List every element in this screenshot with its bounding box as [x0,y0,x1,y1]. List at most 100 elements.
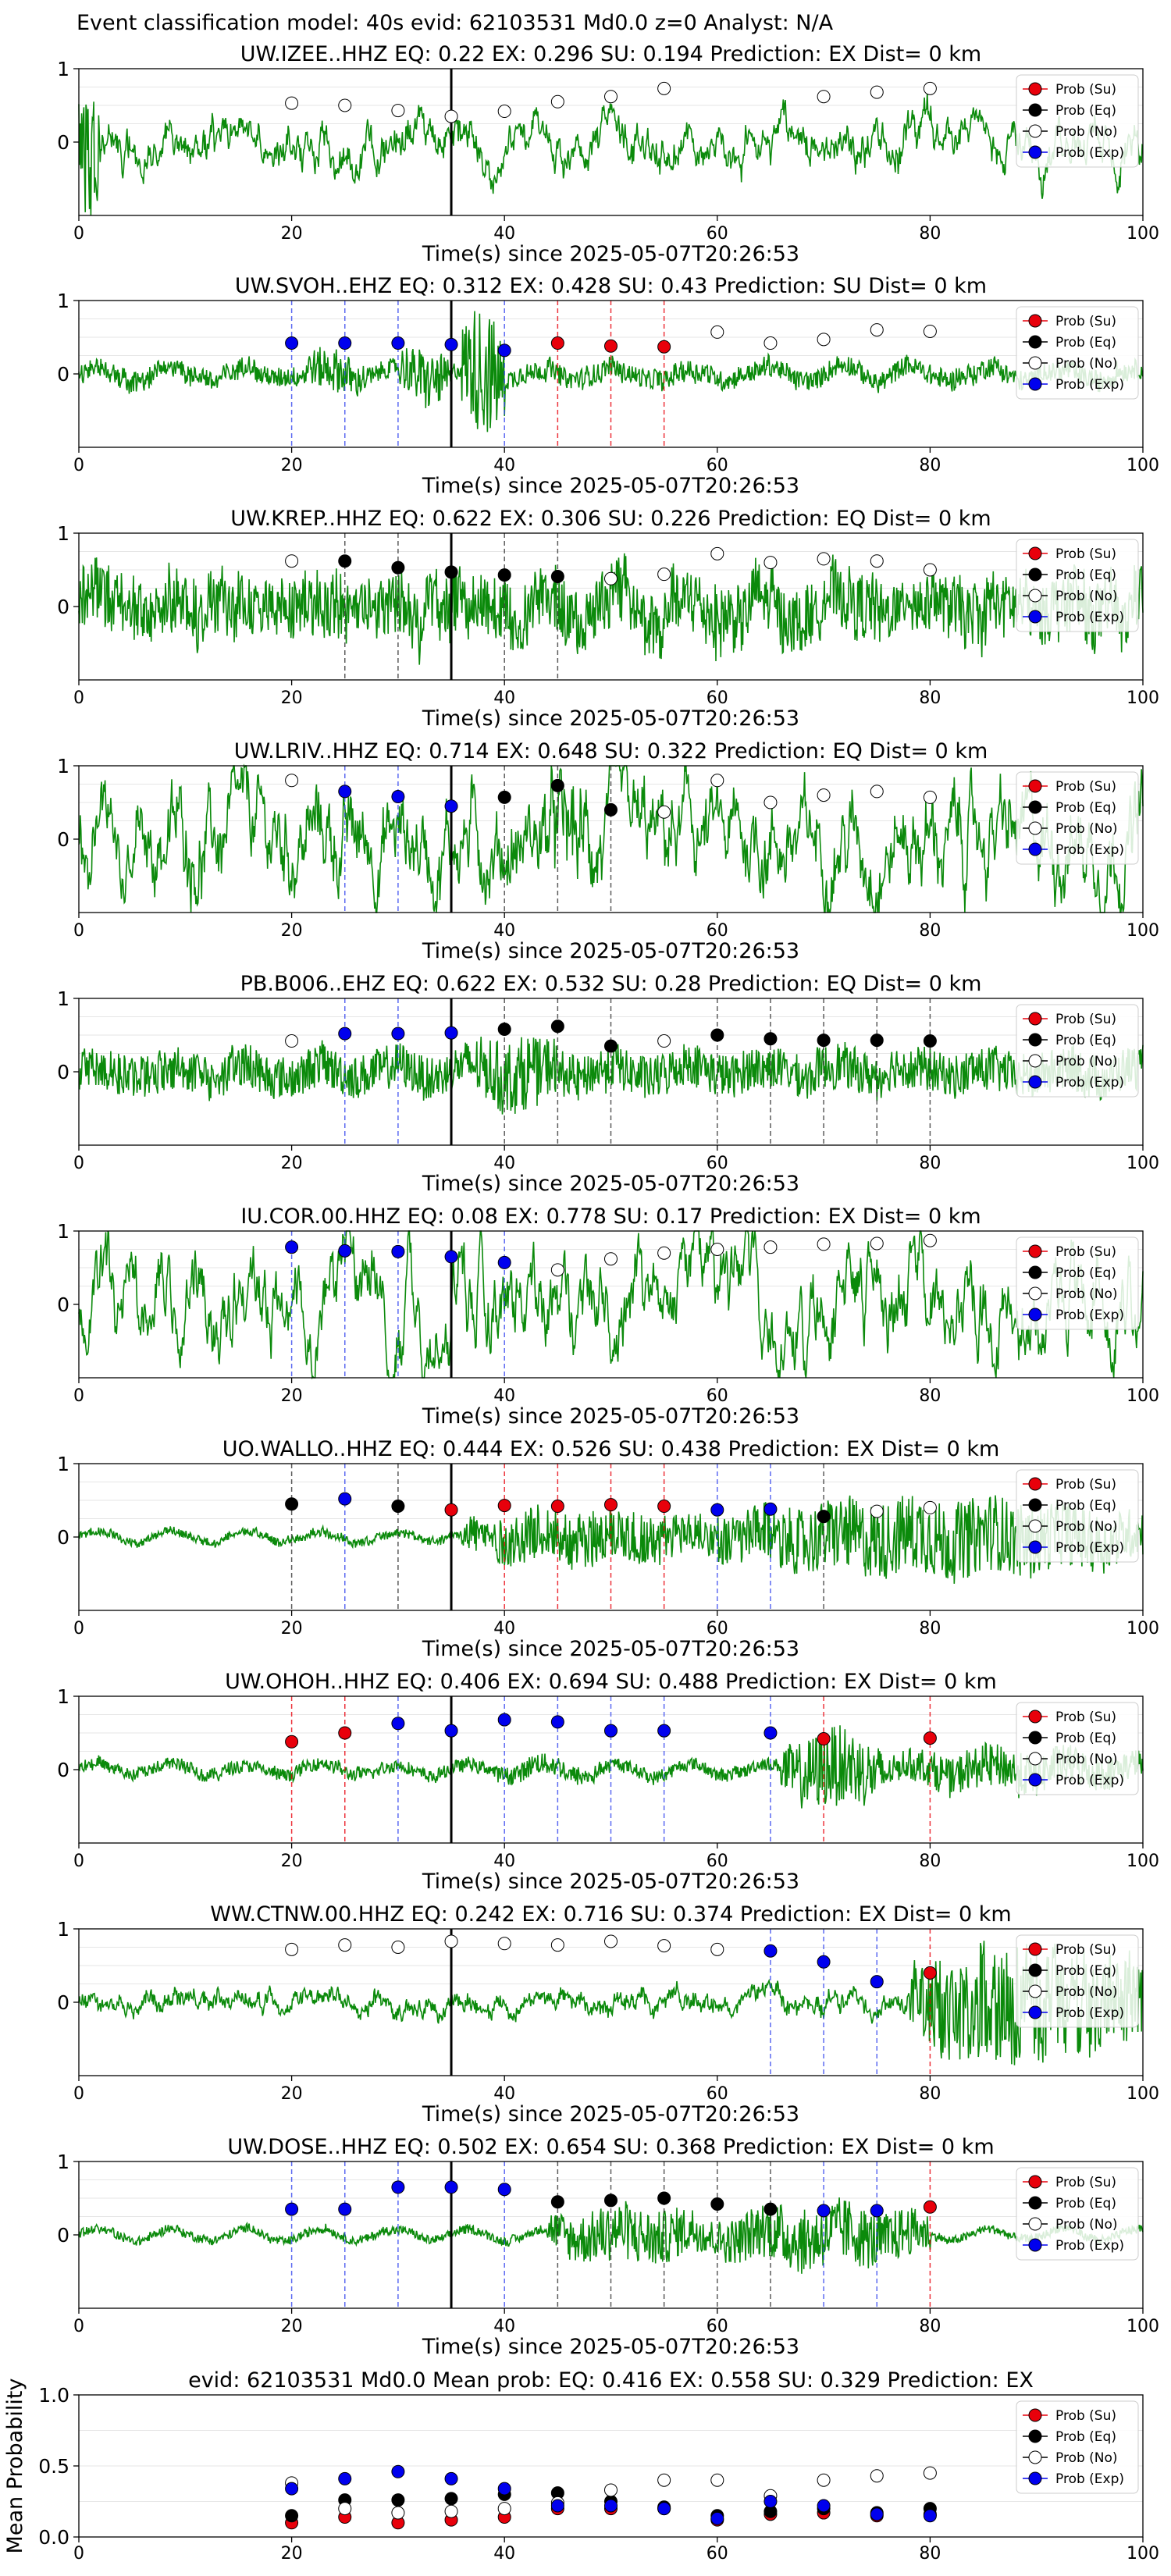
prob-point-su [497,1499,511,1513]
prob-point-eq [497,790,511,804]
chart-panel-10: UW.DOSE..HHZ EQ: 0.502 EX: 0.654 SU: 0.3… [57,2135,1159,2359]
legend-entry: Prob (Su) [1055,1942,1116,1958]
x-tick-label: 40 [493,224,515,244]
legend-marker [1028,2471,1042,2485]
prob-point-eq [604,1039,618,1053]
legend-entry: Prob (Exp) [1055,2005,1124,2021]
x-tick-label: 60 [707,1154,728,1173]
legend-box [1016,1004,1139,1098]
x-axis-label: Time(s) since 2025-05-07T20:26:53 [422,1870,799,1894]
x-tick-label: 0 [73,1154,84,1173]
prob-point-exp [338,2202,352,2216]
prob-point-exp [817,1955,831,1969]
prob-point-no [817,552,831,566]
prob-point-no [338,98,352,112]
x-tick-label: 0 [73,456,84,475]
mean-prob-point-exp [923,2509,937,2523]
prob-point-no [604,1252,618,1266]
legend-entry: Prob (Eq) [1055,1498,1116,1514]
prob-point-exp [497,1255,511,1269]
panel-title: WW.CTNW.00.HHZ EQ: 0.242 EX: 0.716 SU: 0… [210,1902,1011,1927]
mean-prob-point-exp [870,2507,884,2521]
mean-prob-point-no [604,2483,618,2497]
axes-frame [78,998,1144,1146]
chart-panel-1: UW.IZEE..HHZ EQ: 0.22 EX: 0.296 SU: 0.19… [57,42,1159,266]
axes-frame [78,2161,1144,2309]
legend-entry: Prob (No) [1055,1054,1118,1069]
y-tick-label: 0 [57,1759,69,1781]
legend-box [1016,2400,1139,2494]
prob-point-no [870,785,884,799]
prob-point-exp [444,337,458,351]
prob-point-no [817,333,831,347]
prob-point-no [285,554,299,568]
prob-point-no [870,1504,884,1518]
prob-point-exp [391,1026,405,1041]
prob-point-eq [657,2191,671,2205]
legend-marker [1028,2175,1042,2189]
prob-point-no [444,109,458,123]
prob-point-eq [710,1028,724,1042]
x-tick-label: 20 [281,224,303,244]
legend-marker [1028,1498,1042,1512]
legend-marker [1028,589,1042,603]
legend-marker [1028,1244,1042,1258]
legend-entry: Prob (No) [1055,2217,1118,2233]
prob-point-exp [444,1026,458,1040]
prob-point-no [604,1934,618,1948]
waveform-trace [78,91,1144,216]
legend-marker [1028,1773,1042,1787]
y-tick-label: 1 [57,58,69,80]
mean-prob-point-no [497,2502,511,2516]
legend-marker [1028,1286,1042,1300]
legend-marker [1028,1012,1042,1026]
x-tick-label: 100 [1127,1852,1159,1871]
prob-point-exp [497,2183,511,2197]
panel-title: UW.LRIV..HHZ EQ: 0.714 EX: 0.648 SU: 0.3… [234,739,988,763]
x-tick-label: 60 [707,2084,728,2104]
prob-point-exp [710,1503,724,1517]
chart-panel-11: evid: 62103531 Md0.0 Mean prob: EQ: 0.41… [3,2368,1159,2564]
legend-marker [1028,1054,1042,1068]
legend-entry: Prob (Exp) [1055,145,1124,161]
prob-point-exp [338,1244,352,1258]
prob-point-su [604,1498,618,1512]
x-tick-label: 60 [707,2544,728,2564]
y-tick-label: 1 [57,1453,69,1475]
legend-entry: Prob (No) [1055,124,1118,140]
legend-entry: Prob (Exp) [1055,2238,1124,2254]
legend-box [1016,74,1139,168]
x-tick-label: 100 [1127,2317,1159,2336]
chart-panel-9: WW.CTNW.00.HHZ EQ: 0.242 EX: 0.716 SU: 0… [57,1902,1159,2126]
x-tick-label: 40 [493,2317,515,2336]
x-tick-label: 40 [493,921,515,941]
legend-marker [1028,1942,1042,1956]
prob-point-exp [285,336,299,350]
legend-marker [1028,1075,1042,1089]
prob-point-exp [391,789,405,803]
prob-point-eq [604,802,618,817]
x-tick-label: 40 [493,1852,515,1871]
legend-entry: Prob (Eq) [1055,335,1116,350]
legend-box [1016,771,1139,865]
legend-marker [1028,1265,1042,1279]
axes-frame [78,765,1144,913]
x-tick-label: 80 [919,1386,941,1406]
y-tick-label: 0 [57,363,69,386]
prob-point-exp [338,336,352,350]
legend-entry: Prob (Eq) [1055,103,1116,119]
y-tick-label: 1 [57,522,69,545]
prob-point-no [817,90,831,104]
legend-marker [1028,2196,1042,2210]
x-tick-label: 0 [73,2544,84,2564]
prob-point-exp [870,1975,884,1989]
prob-point-su [550,336,564,350]
prob-point-no [763,336,778,350]
chart-panel-7: UO.WALLO..HHZ EQ: 0.444 EX: 0.526 SU: 0.… [57,1437,1159,1661]
prob-point-no [604,571,618,585]
prob-point-no [497,1937,511,1951]
legend-marker [1028,2450,1042,2464]
panel-title: evid: 62103531 Md0.0 Mean prob: EQ: 0.41… [188,2368,1034,2393]
prob-point-exp [763,1502,778,1516]
